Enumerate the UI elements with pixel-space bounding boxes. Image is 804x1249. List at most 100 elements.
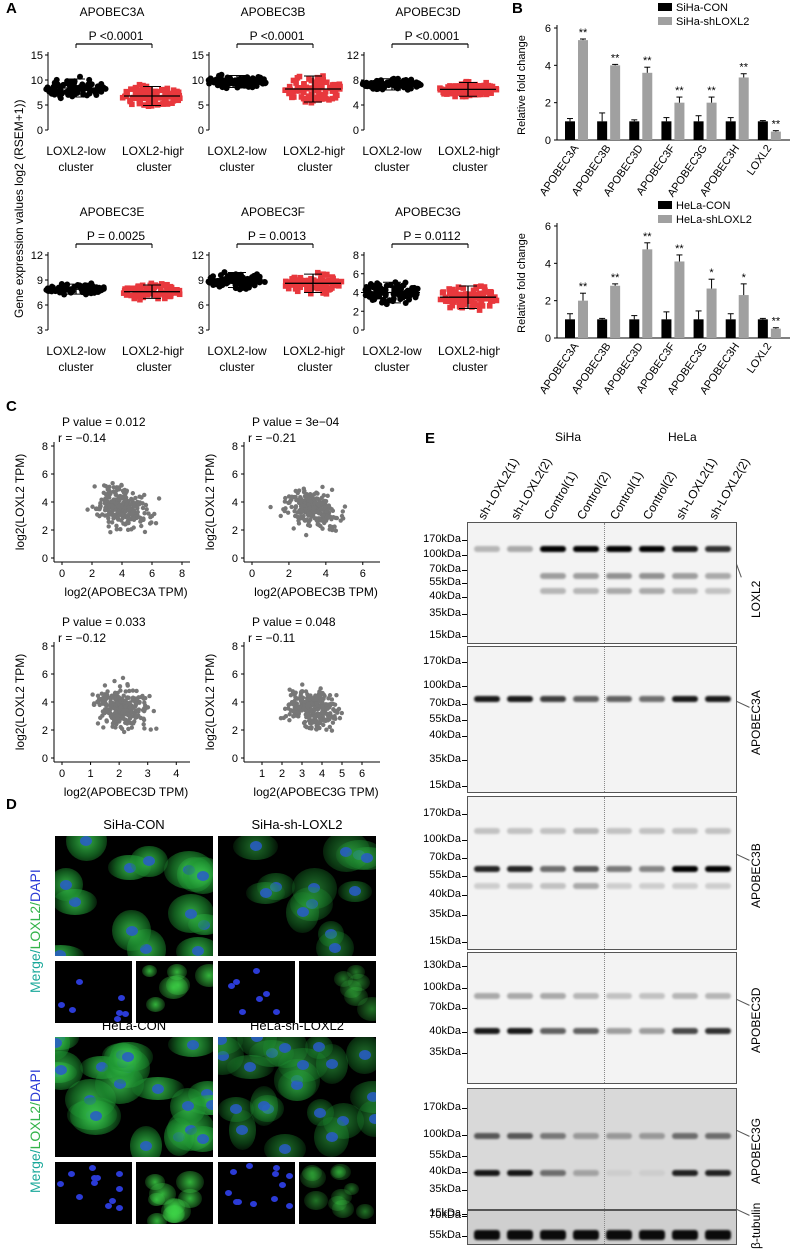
cell-nucleus [206, 1100, 213, 1111]
scatter-point [321, 513, 326, 518]
data-point [282, 278, 289, 285]
x-tick-label: 1 [88, 768, 94, 780]
cell-nucleus [361, 853, 374, 864]
group-label: LOXL2-low [207, 344, 267, 358]
data-point [154, 291, 161, 297]
scatter-point [314, 694, 320, 699]
y-tick-label: 4 [545, 60, 551, 72]
scatter-point [317, 725, 322, 731]
scatter-point [117, 684, 123, 689]
scatter-point [304, 724, 309, 730]
bar [661, 319, 672, 338]
blot-divider [604, 953, 605, 1083]
cell-nucleus [95, 1062, 108, 1073]
cell-nucleus [55, 1065, 68, 1076]
data-point [484, 83, 490, 90]
loxl2-signal [141, 964, 157, 977]
data-point [399, 282, 406, 289]
data-point [141, 95, 148, 102]
y-tick-label: 0 [198, 125, 204, 137]
data-point [135, 283, 142, 289]
protein-band [573, 1170, 599, 1176]
data-point [296, 73, 303, 80]
target-pointer [736, 854, 750, 861]
loxl2-signal [160, 1198, 191, 1223]
scatter-point [118, 527, 123, 532]
micrograph-loxl2 [136, 961, 213, 1023]
marker-label: 70kDa [429, 1209, 461, 1221]
scatter-point [307, 523, 313, 528]
marker-label: 35kDa [429, 1183, 461, 1195]
dot-plot-title: APOBEC3F [241, 205, 305, 219]
scatter-point [109, 712, 114, 717]
data-point [493, 86, 500, 93]
data-point [300, 277, 306, 284]
scatter-plot-4: P value = 0.048 r = −0.11 log2(LOXL2 TPM) 8… [203, 615, 380, 799]
data-point [64, 78, 71, 85]
scatter-point [149, 513, 155, 519]
dapi-nucleus [91, 1175, 99, 1182]
protein-band [606, 883, 632, 889]
scatter-point [312, 715, 318, 720]
data-point [69, 87, 76, 94]
scatter-point [95, 721, 101, 726]
legend-label: HeLa-CON [676, 200, 730, 212]
cell-cytoplasm [344, 846, 376, 871]
scatter-point [134, 697, 140, 703]
legend-swatch [658, 3, 672, 11]
legend-swatch [658, 201, 672, 209]
scatter-point [286, 702, 291, 708]
data-point [483, 79, 489, 86]
data-point [297, 274, 304, 281]
data-point [173, 287, 179, 293]
scatter-point [114, 721, 119, 727]
scatter-point [340, 509, 346, 514]
data-point [444, 91, 450, 97]
scatter-point [108, 703, 114, 708]
marker-label: 15kDa [429, 935, 461, 947]
data-point [466, 87, 473, 94]
marker-tick [462, 895, 467, 896]
data-point [366, 293, 373, 300]
protein-band [672, 1170, 698, 1176]
scatter-point [125, 519, 130, 524]
data-point [164, 85, 171, 92]
cell-nucleus [236, 1125, 249, 1136]
data-point [48, 90, 55, 97]
scatter-point [125, 527, 131, 533]
cell-nucleus [358, 1049, 371, 1060]
data-point [374, 280, 381, 287]
protein-band [705, 883, 731, 889]
scatter-point [334, 692, 339, 698]
scatter-point [133, 702, 139, 707]
data-point [312, 82, 318, 88]
cell-nucleus [201, 1089, 213, 1100]
data-point [320, 271, 326, 278]
dapi-nucleus [245, 1163, 253, 1170]
data-point [161, 282, 168, 289]
scatter-point [330, 701, 336, 707]
loxl2-label: LOXL2/ [27, 1101, 43, 1150]
marker-tick [462, 814, 467, 815]
data-point [377, 80, 384, 87]
y-tick-label: 2 [42, 725, 48, 737]
protein-band [540, 1170, 566, 1176]
scatter-point [297, 508, 302, 513]
micrograph-dapi [218, 961, 295, 1023]
scatter-xlabel: log2(APOBEC3G TPM) [253, 785, 378, 799]
scatter-point [147, 693, 152, 699]
data-point [329, 95, 336, 102]
data-point [479, 303, 486, 309]
data-point [308, 77, 315, 84]
marker-tick [462, 1108, 467, 1109]
protein-band [573, 588, 599, 594]
y-tick-label: 6 [42, 469, 48, 481]
scatter-point [320, 710, 326, 715]
group-label: cluster [136, 360, 171, 374]
data-point [239, 79, 246, 86]
data-point [322, 88, 329, 95]
legend-swatch [658, 215, 672, 223]
marker-tick [462, 1032, 467, 1033]
scatter-point [340, 516, 346, 521]
data-point [481, 284, 488, 290]
